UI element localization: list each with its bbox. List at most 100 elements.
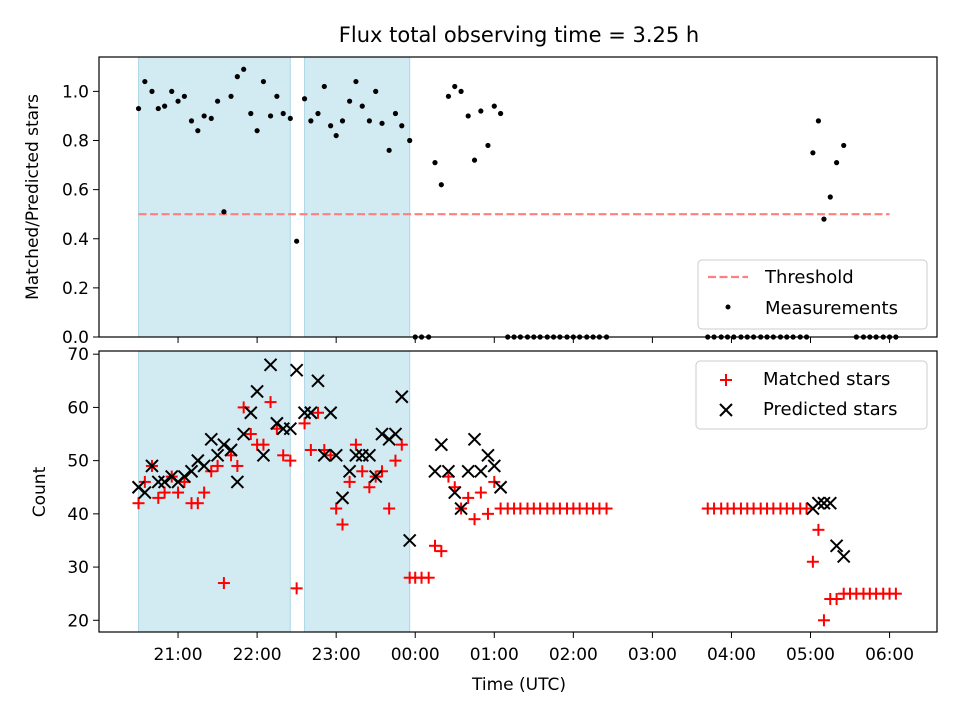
bottom-y-tick-label: 20 xyxy=(67,611,89,631)
measurement-point xyxy=(208,115,214,122)
measurement-point xyxy=(181,93,187,99)
predicted-marker-b xyxy=(481,448,495,463)
measurement-point xyxy=(214,98,221,104)
predicted-marker-b xyxy=(335,491,350,505)
predicted-marker-b xyxy=(487,459,501,473)
measurement-point xyxy=(491,103,497,109)
count-points xyxy=(131,358,902,627)
predicted-star-marker xyxy=(204,432,218,447)
top-panel: 0.0 0.2 0.4 0.6 0.8 1.0 Matched/Predicted sta… xyxy=(23,56,938,348)
matched-star-marker xyxy=(298,417,311,430)
measurement-point xyxy=(841,142,847,149)
bottom-legend-box xyxy=(695,360,928,430)
predicted-marker-b xyxy=(461,464,475,478)
matched-star-marker xyxy=(311,406,324,419)
measurement-point xyxy=(827,194,833,200)
predicted-marker-b xyxy=(329,448,343,463)
predicted-marker-b xyxy=(837,549,851,564)
matched-star-marker xyxy=(349,438,362,451)
measurement-point xyxy=(465,113,471,119)
predicted-marker-b xyxy=(342,464,357,478)
predicted-marker-b xyxy=(204,432,218,447)
predicted-marker-b xyxy=(236,427,251,441)
predicted-marker-b xyxy=(244,406,258,420)
predicted-star-marker xyxy=(448,485,462,500)
top-x-ticks xyxy=(177,337,891,343)
top-y-tick-label: 1.0 xyxy=(62,82,89,102)
predicted-marker-b xyxy=(395,390,409,404)
predicted-star-marker xyxy=(441,464,456,478)
predicted-star-marker xyxy=(304,406,318,420)
predicted-marker-b xyxy=(145,459,159,473)
predicted-marker-b xyxy=(256,448,271,463)
bottom-y-tick-label: 50 xyxy=(67,452,89,472)
measurement-point xyxy=(234,74,240,80)
top-y-tick-label: 0.8 xyxy=(62,132,89,152)
measurement-point xyxy=(221,209,227,215)
measurement-point xyxy=(135,105,142,112)
measurement-point xyxy=(142,78,148,85)
matched-star-marker xyxy=(363,481,376,494)
measurement-point xyxy=(347,98,353,104)
predicted-marker-b xyxy=(454,501,468,516)
bottom-y-tick-label: 70 xyxy=(67,345,89,365)
measurement-point xyxy=(445,93,452,99)
measurement-point xyxy=(308,118,314,124)
measurement-point xyxy=(366,118,372,124)
predicted-marker-b xyxy=(817,496,831,510)
predicted-star-marker xyxy=(297,406,312,420)
predicted-star-marker xyxy=(283,421,298,436)
measurement-point xyxy=(399,123,405,129)
predicted-star-marker xyxy=(811,496,826,510)
predicted-star-marker xyxy=(236,427,251,441)
matched-star-marker xyxy=(889,587,902,600)
matched-star-marker xyxy=(422,571,435,584)
predicted-marker-b xyxy=(441,464,456,478)
bottom-x-axis: 21:00 22:00 23:00 00:00 01:00 02:00 03:00 04:00… xyxy=(154,632,914,665)
matched-star-marker xyxy=(435,545,448,558)
shaded-interval-1 xyxy=(138,350,291,633)
predicted-marker-b xyxy=(263,358,278,372)
measurement-point xyxy=(452,83,458,90)
predicted-marker-b xyxy=(388,427,403,441)
bottom-shaded-intervals xyxy=(138,350,411,633)
bottom-y-tick-label: 30 xyxy=(67,558,89,578)
matched-star-marker xyxy=(462,491,475,504)
predicted-marker-b xyxy=(823,496,837,510)
top-legend-box xyxy=(697,259,928,330)
top-y-tick-label: 0.4 xyxy=(62,230,89,250)
matched-star-marker xyxy=(217,577,230,590)
predicted-star-marker xyxy=(467,432,482,447)
predicted-star-marker xyxy=(829,539,844,553)
predicted-star-marker xyxy=(256,448,271,463)
predicted-marker-b xyxy=(368,469,383,484)
measurement-point xyxy=(373,88,379,94)
matched-star-marker xyxy=(806,555,819,568)
predicted-star-marker xyxy=(317,448,332,463)
measurement-point xyxy=(315,110,321,117)
predicted-marker-b xyxy=(811,496,826,510)
matched-star-marker xyxy=(158,486,171,499)
bottom-legend: Matched stars Predicted stars xyxy=(695,360,928,430)
top-legend: Threshold Measurements xyxy=(697,259,928,330)
measurement-point xyxy=(407,137,413,144)
predicted-marker-b xyxy=(474,464,488,478)
matched-star-marker xyxy=(244,428,257,441)
predicted-star-marker xyxy=(428,464,442,478)
predicted-marker-b xyxy=(434,437,449,452)
measurement-point xyxy=(353,78,359,85)
top-y-axis: 0.0 0.2 0.4 0.6 0.8 1.0 xyxy=(62,82,99,348)
predicted-star-marker xyxy=(395,390,409,404)
predicted-star-marker xyxy=(145,459,159,473)
predicted-star-marker xyxy=(230,475,245,489)
matched-star-marker xyxy=(324,449,337,462)
predicted-star-marker xyxy=(157,475,172,489)
predicted-marker-b xyxy=(157,475,172,489)
measurement-point xyxy=(254,128,260,134)
matched-star-marker xyxy=(389,454,402,467)
measurement-point xyxy=(188,118,195,124)
predicted-marker-b xyxy=(250,384,264,399)
measurement-point xyxy=(274,93,280,99)
predicted-star-marker xyxy=(481,448,495,463)
